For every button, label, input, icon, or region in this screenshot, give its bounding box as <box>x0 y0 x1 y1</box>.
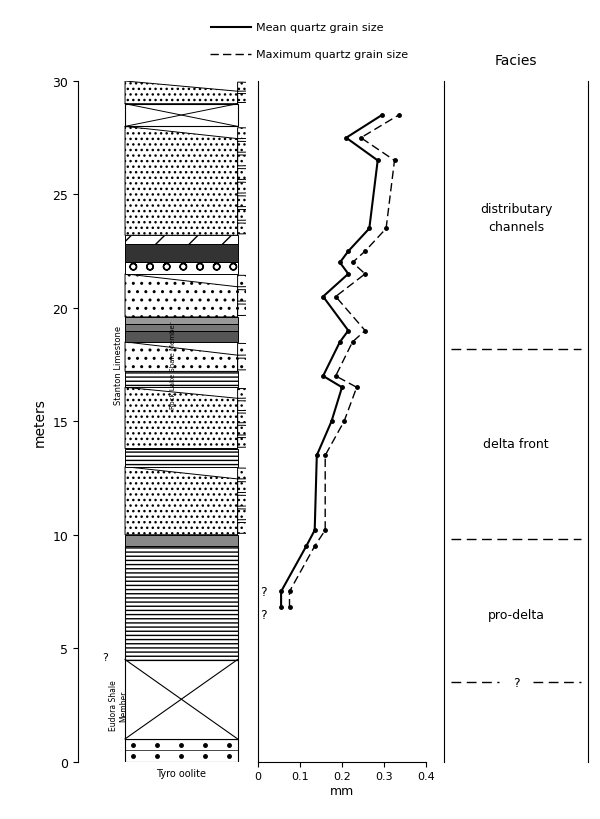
Bar <box>125 236 238 245</box>
Text: Facies: Facies <box>495 54 537 68</box>
Bar <box>125 739 238 762</box>
Text: Rock Lake Shale Member: Rock Lake Shale Member <box>170 321 176 409</box>
Polygon shape <box>125 388 274 449</box>
Bar <box>125 245 238 263</box>
Text: Maximum quartz grain size: Maximum quartz grain size <box>256 50 408 60</box>
Text: Mean quartz grain size: Mean quartz grain size <box>256 23 383 33</box>
Polygon shape <box>125 127 278 236</box>
Bar <box>125 660 238 739</box>
Polygon shape <box>125 342 281 372</box>
Bar <box>125 535 238 546</box>
Bar <box>125 263 238 274</box>
Bar <box>125 324 238 331</box>
Y-axis label: meters: meters <box>33 397 47 446</box>
Polygon shape <box>125 82 271 105</box>
Text: Tyro oolite: Tyro oolite <box>157 768 206 778</box>
Text: ?: ? <box>102 653 108 663</box>
Text: Eudora Shale
Member: Eudora Shale Member <box>109 680 128 731</box>
Bar <box>125 449 238 467</box>
Text: distributary
channels: distributary channels <box>480 202 552 233</box>
Text: delta front: delta front <box>483 438 549 451</box>
Polygon shape <box>125 274 280 318</box>
Text: Stanton Limestone: Stanton Limestone <box>114 326 123 405</box>
Bar <box>125 372 238 388</box>
Text: ?: ? <box>512 676 520 689</box>
Text: pro-delta: pro-delta <box>487 608 545 621</box>
Bar <box>125 546 238 660</box>
Polygon shape <box>125 467 278 535</box>
Bar <box>125 331 238 342</box>
X-axis label: mm: mm <box>330 784 354 797</box>
Bar <box>125 105 238 127</box>
Text: ?: ? <box>260 586 267 598</box>
Bar <box>125 318 238 324</box>
Text: ?: ? <box>260 608 267 621</box>
